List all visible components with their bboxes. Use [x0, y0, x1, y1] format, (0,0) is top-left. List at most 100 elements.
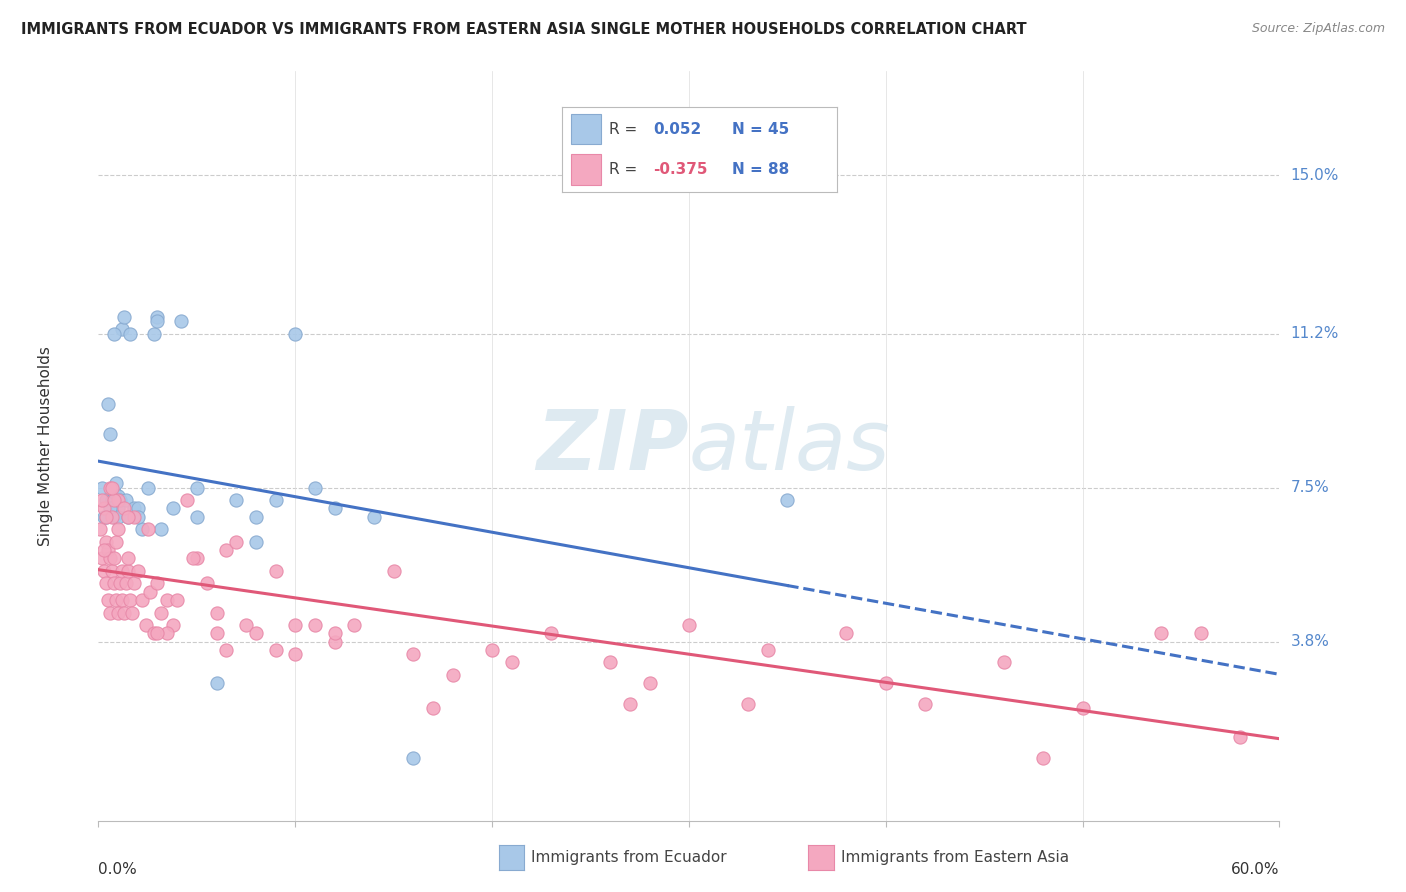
Point [205, 626, 228, 640]
Point [103, 326, 125, 341]
Point [98, 501, 121, 516]
Point [103, 551, 125, 566]
Point [118, 326, 141, 341]
Point [96, 493, 118, 508]
Point [264, 564, 287, 578]
Point [127, 509, 149, 524]
Point [993, 656, 1015, 670]
Point [111, 322, 134, 336]
Point [117, 509, 139, 524]
Point [363, 509, 385, 524]
Point [181, 551, 204, 566]
Point [131, 593, 153, 607]
Point [156, 626, 179, 640]
Point [105, 476, 128, 491]
Point [97, 397, 120, 411]
Point [1032, 751, 1054, 765]
Point [107, 501, 129, 516]
Point [481, 643, 503, 657]
Point [96, 534, 118, 549]
Point [136, 522, 159, 536]
Point [186, 509, 208, 524]
Text: 0.0%: 0.0% [98, 863, 138, 877]
Point [127, 564, 149, 578]
Point [105, 593, 128, 607]
Point [737, 697, 759, 711]
Point [304, 618, 326, 632]
Point [122, 576, 145, 591]
Point [98, 426, 121, 441]
Point [264, 643, 287, 657]
Point [205, 606, 228, 620]
Point [101, 509, 124, 524]
Point [186, 551, 208, 566]
Point [115, 493, 138, 508]
Point [245, 509, 267, 524]
Text: Immigrants from Eastern Asia: Immigrants from Eastern Asia [841, 850, 1069, 864]
Point [176, 493, 198, 508]
Point [103, 576, 125, 591]
Text: N = 45: N = 45 [733, 121, 790, 136]
Point [93, 543, 115, 558]
Point [96, 509, 118, 524]
Point [166, 593, 188, 607]
Text: R =: R = [609, 121, 643, 136]
Text: -0.375: -0.375 [652, 162, 707, 178]
Point [93, 509, 115, 524]
Point [205, 676, 228, 690]
Point [162, 618, 184, 632]
Point [98, 606, 121, 620]
Point [776, 493, 799, 508]
FancyBboxPatch shape [571, 154, 600, 185]
Point [678, 618, 700, 632]
Text: 11.2%: 11.2% [1291, 326, 1339, 341]
Text: N = 88: N = 88 [733, 162, 790, 178]
Point [215, 643, 238, 657]
Point [91, 551, 114, 566]
Point [105, 534, 128, 549]
Point [93, 501, 115, 516]
Point [111, 593, 134, 607]
Point [101, 481, 124, 495]
Point [117, 564, 139, 578]
Text: 7.5%: 7.5% [1291, 480, 1329, 495]
Text: Single Mother Households: Single Mother Households [38, 346, 53, 546]
FancyBboxPatch shape [571, 114, 600, 145]
Point [264, 493, 287, 508]
Point [156, 593, 179, 607]
Point [441, 668, 464, 682]
Point [96, 576, 118, 591]
Point [150, 606, 173, 620]
Point [146, 310, 169, 324]
Point [422, 701, 444, 715]
Point [343, 618, 366, 632]
Point [103, 509, 125, 524]
Point [245, 626, 267, 640]
Point [599, 656, 621, 670]
Point [1189, 626, 1212, 640]
Text: ZIP: ZIP [536, 406, 689, 486]
Point [619, 697, 641, 711]
Text: 60.0%: 60.0% [1232, 863, 1279, 877]
Point [97, 543, 120, 558]
Point [107, 606, 129, 620]
Point [107, 522, 129, 536]
Point [284, 618, 307, 632]
Point [146, 314, 169, 328]
Point [402, 751, 425, 765]
Point [235, 618, 257, 632]
Point [97, 593, 120, 607]
Point [142, 326, 165, 341]
Point [107, 489, 129, 503]
Point [112, 501, 135, 516]
Point [540, 626, 562, 640]
Point [914, 697, 936, 711]
Point [304, 481, 326, 495]
Point [101, 493, 124, 508]
Point [323, 634, 346, 648]
Point [323, 501, 346, 516]
Point [382, 564, 405, 578]
Point [89, 522, 111, 536]
Point [1150, 626, 1173, 640]
Point [284, 647, 307, 661]
